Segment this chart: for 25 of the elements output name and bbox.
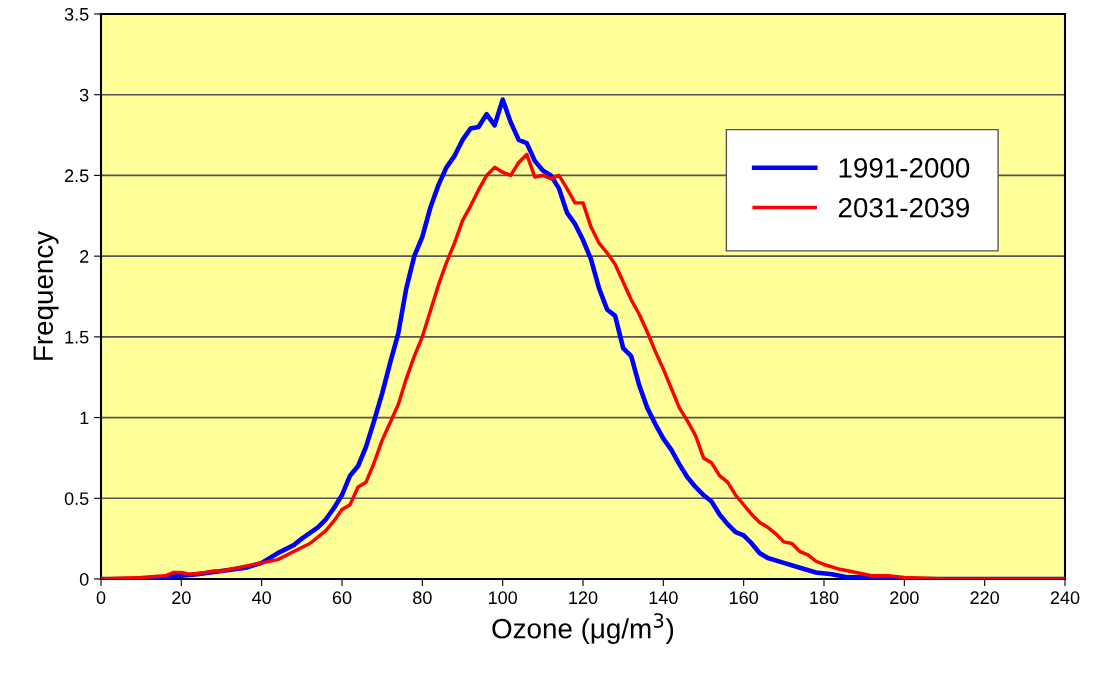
x-tick-label: 140 bbox=[649, 591, 678, 605]
y-tick-label: 2.5 bbox=[65, 169, 89, 183]
x-tick-label: 60 bbox=[332, 591, 352, 605]
y-tick-label: 0 bbox=[79, 572, 89, 586]
x-tick-label: 220 bbox=[970, 591, 1000, 605]
legend-label: 2031-2039 bbox=[838, 197, 970, 218]
x-tick-label: 100 bbox=[488, 591, 518, 605]
x-tick-label: 20 bbox=[172, 591, 191, 605]
x-tick-label: 200 bbox=[890, 591, 919, 605]
y-tick-label: 3.5 bbox=[64, 7, 89, 21]
x-tick-label: 120 bbox=[569, 591, 598, 605]
x-tick-label: 240 bbox=[1050, 591, 1080, 605]
x-tick-label: 160 bbox=[729, 591, 759, 605]
x-tick-label: 180 bbox=[810, 591, 839, 605]
y-axis-title: Frequency bbox=[33, 230, 59, 360]
x-tick-label: 40 bbox=[252, 591, 271, 605]
y-tick-label: 1.5 bbox=[65, 330, 89, 344]
y-tick-label: 3 bbox=[79, 88, 89, 102]
y-tick-label: 2 bbox=[80, 250, 89, 263]
x-tick-label: 80 bbox=[413, 591, 432, 605]
legend-label: 1991-2000 bbox=[839, 158, 970, 178]
y-tick-label: 1 bbox=[80, 411, 89, 425]
y-tick-label: 0.5 bbox=[64, 492, 89, 506]
x-axis-title: Ozone (μg/m$^{3}$) bbox=[492, 613, 674, 645]
x-tick-label: 0 bbox=[96, 591, 106, 605]
